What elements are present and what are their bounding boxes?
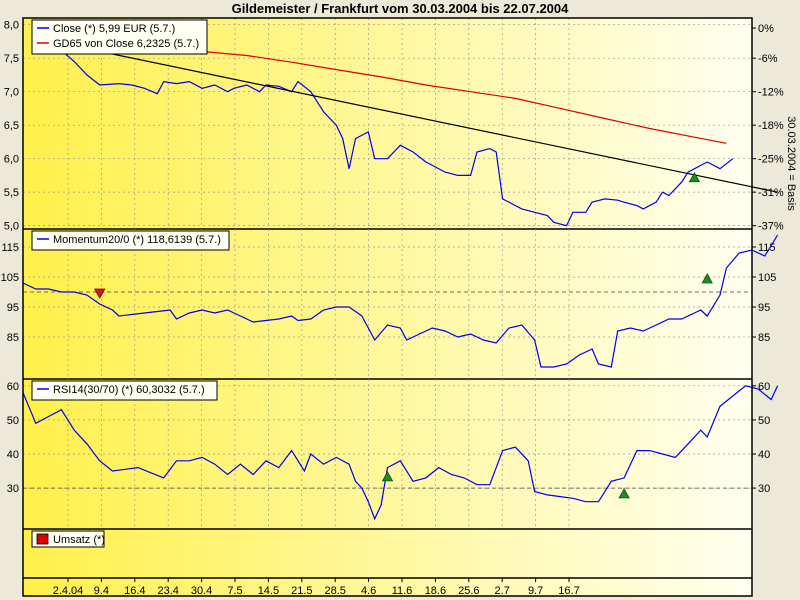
chart-panels: 8,0 7,5 7,0 6,5 6,0 5,5 5,0 0% -6% -12% -18% -25% -3… xyxy=(1,18,797,579)
y-tick-label: 6,5 xyxy=(4,120,19,132)
legend-box xyxy=(31,19,208,55)
x-tick-label: 14.5 xyxy=(258,585,279,597)
right-tick-label: 30 xyxy=(758,483,770,495)
series-line-0 xyxy=(22,385,779,521)
right-tick-label: 105 xyxy=(758,272,776,284)
x-tick-label: 16.4 xyxy=(124,585,145,597)
legend-label: GD65 von Close 6,2325 (5.7.) xyxy=(53,38,199,50)
signal-buy-marker xyxy=(688,171,701,183)
y-tick-label: 95 xyxy=(7,302,19,314)
x-tick-label: 23.4 xyxy=(157,585,178,597)
legend-label: RSI14(30/70) (*) 60,3032 (5.7.) xyxy=(53,384,205,396)
x-axis: 2.4.04 9.4 16.4 23.4 30.4 7.5 14.5 21.5 28.5 4.6 1… xyxy=(53,578,580,597)
x-tick-label: 30.4 xyxy=(191,585,212,597)
chart-frame xyxy=(22,17,753,597)
y-tick-label: 7,0 xyxy=(4,87,19,99)
legend-swatch xyxy=(36,533,49,545)
panel-volume: Umsatz (*) xyxy=(23,530,752,579)
legend-label: Close (*) 5,99 EUR (5.7.) xyxy=(53,23,175,35)
y-tick-label: 5,5 xyxy=(4,187,19,199)
panel-price: 8,0 7,5 7,0 6,5 6,0 5,5 5,0 0% -6% -12% -18% -25% -3… xyxy=(4,18,797,233)
signal-buy-marker xyxy=(701,273,713,284)
x-tick-label: 2.4.04 xyxy=(53,585,84,597)
right-tick-label: -37% xyxy=(758,221,784,233)
y-tick-label: 30 xyxy=(7,483,19,495)
x-tick-label: 4.6 xyxy=(361,585,376,597)
signal-buy-marker xyxy=(618,488,630,499)
chart-title: Gildemeister / Frankfurt vom 30.03.2004 … xyxy=(232,1,570,16)
y-tick-label: 50 xyxy=(7,415,19,427)
signal-sell-marker xyxy=(94,288,106,299)
y-tick-label: 85 xyxy=(7,332,19,344)
legend-label: Umsatz (*) xyxy=(53,534,105,546)
signal-buy-marker xyxy=(381,471,394,482)
y-tick-label: 8,0 xyxy=(4,20,19,32)
x-tick-label: 11.6 xyxy=(392,585,413,597)
legend-box xyxy=(31,530,105,548)
y-tick-label: 7,5 xyxy=(4,53,19,65)
series-line-trend xyxy=(42,38,778,193)
right-tick-label: 50 xyxy=(758,415,770,427)
series-line-0 xyxy=(22,234,779,368)
y-tick-label: 5,0 xyxy=(4,221,19,233)
right-tick-label: 85 xyxy=(758,332,770,344)
x-tick-label: 7.5 xyxy=(227,585,242,597)
y-tick-label: 60 xyxy=(7,381,19,393)
right-tick-label: -18% xyxy=(758,120,784,132)
legend-box xyxy=(31,380,218,401)
plot-background xyxy=(23,18,752,596)
x-tick-label: 21.5 xyxy=(291,585,312,597)
x-tick-label: 28.5 xyxy=(324,585,345,597)
right-axis-label: 30.03.2004 = Basis xyxy=(785,116,797,211)
series-line-1 xyxy=(202,50,727,144)
right-tick-label: -25% xyxy=(758,154,784,166)
panel-rsi: 60 50 40 30 60 50 40 30 RSI14(30/70) (*) 60,3032… xyxy=(7,379,779,530)
y-tick-label: 40 xyxy=(7,449,19,461)
x-tick-label: 9.7 xyxy=(528,585,543,597)
series-line-0 xyxy=(41,24,734,227)
y-tick-label: 6,0 xyxy=(4,154,19,166)
right-tick-label: -6% xyxy=(758,53,778,65)
legend-box xyxy=(31,230,230,251)
y-tick-label: 115 xyxy=(1,242,19,254)
x-tick-label: 18.6 xyxy=(425,585,446,597)
right-tick-label: 40 xyxy=(758,449,770,461)
x-tick-label: 2.7 xyxy=(495,585,510,597)
x-tick-label: 9.4 xyxy=(94,585,109,597)
right-tick-label: -31% xyxy=(758,187,784,199)
right-tick-label: -12% xyxy=(758,87,784,99)
right-tick-label: 0% xyxy=(758,23,774,35)
x-tick-label: 16.7 xyxy=(558,585,579,597)
y-tick-label: 105 xyxy=(1,272,19,284)
legend-label: Momentum20/0 (*) 118,6139 (5.7.) xyxy=(53,234,221,246)
right-tick-label: 60 xyxy=(758,381,770,393)
x-tick-label: 25.6 xyxy=(458,585,479,597)
right-tick-label: 95 xyxy=(758,302,770,314)
